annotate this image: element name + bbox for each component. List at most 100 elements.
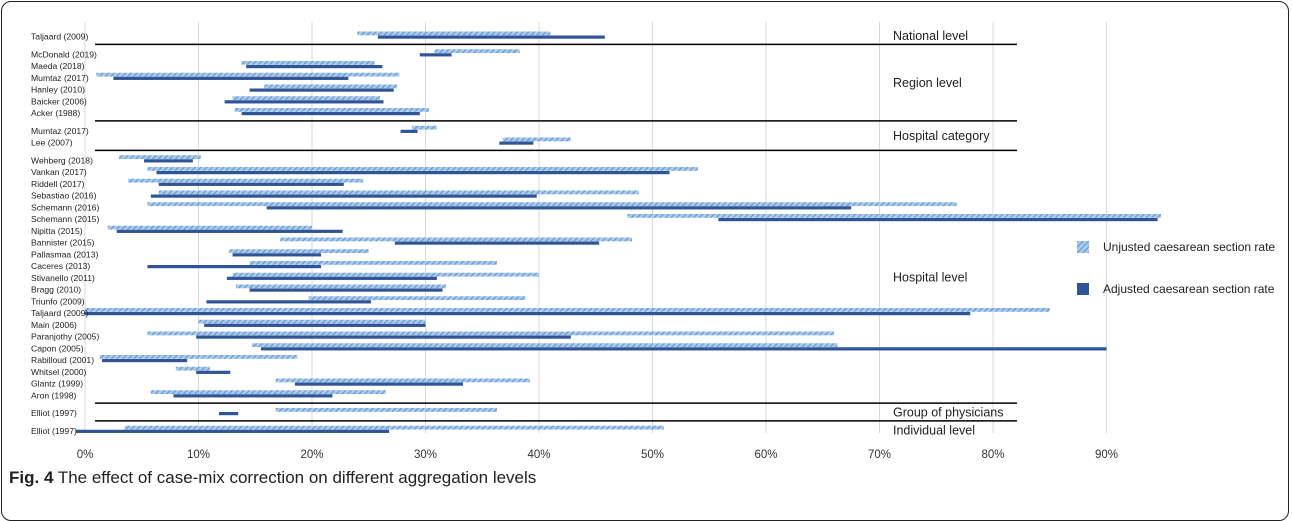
bar-unadjusted (250, 261, 497, 265)
study-label: Rabilloud (2001) (31, 355, 94, 365)
bar-unadjusted (357, 32, 550, 36)
study-label: Stivanello (2011) (31, 273, 95, 283)
bar-adjusted (261, 347, 1107, 350)
x-tick-label: 40% (527, 449, 550, 461)
x-tick-label: 10% (187, 449, 210, 461)
bar-unadjusted (276, 379, 530, 383)
group-label: Region level (893, 76, 962, 90)
study-label: Paranjothy (2005) (31, 332, 99, 342)
bar-adjusted (242, 112, 420, 115)
legend-swatch (1077, 283, 1089, 295)
bar-adjusted (250, 89, 394, 92)
x-tick-label: 60% (754, 449, 777, 461)
bar-unadjusted (236, 285, 446, 289)
study-label: Schemann (2015) (31, 214, 99, 224)
legend-label: Unjusted caesarean section rate (1103, 240, 1275, 254)
bar-unadjusted (435, 49, 520, 53)
study-label: Pallasmaa (2013) (31, 249, 98, 259)
study-label: McDonald (2019) (31, 49, 97, 59)
study-label: Taljaard (2009) (31, 32, 88, 42)
study-label: Acker (1988) (31, 108, 80, 118)
bar-adjusted (295, 383, 463, 386)
bar-adjusted (233, 253, 322, 256)
study-label: Schemann (2016) (31, 202, 99, 212)
bar-adjusted (395, 242, 599, 245)
bar-unadjusted (119, 155, 201, 159)
bar-adjusted (219, 412, 238, 415)
x-tick-label: 80% (981, 449, 1004, 461)
bar-adjusted (159, 183, 344, 186)
figure-caption: Fig. 4 The effect of case-mix correction… (9, 468, 536, 488)
legend-label: Adjusted caesarean section rate (1103, 282, 1275, 296)
bar-unadjusted (128, 179, 363, 183)
bar-adjusted (420, 53, 452, 56)
bar-adjusted (246, 65, 382, 68)
bar-unadjusted (233, 96, 381, 100)
x-tick-label: 50% (641, 449, 664, 461)
bar-unadjusted (280, 238, 632, 242)
bar-adjusted (378, 36, 605, 39)
bar-unadjusted (235, 108, 429, 112)
bar-unadjusted (264, 85, 397, 89)
bar-adjusted (113, 77, 348, 80)
bar-unadjusted (276, 408, 497, 412)
bar-adjusted (85, 312, 970, 315)
bar-adjusted (147, 265, 321, 268)
study-label: Caceres (2013) (31, 261, 90, 271)
bar-adjusted (499, 142, 533, 145)
bar-unadjusted (252, 343, 838, 347)
study-label: Elliot (1997) (31, 408, 77, 418)
study-label: Bannister (2015) (31, 238, 95, 248)
x-tick-label: 0% (77, 449, 94, 461)
study-label: Triunfo (2009) (31, 296, 85, 306)
bar-adjusted (204, 324, 425, 327)
bar-unadjusted (147, 202, 956, 206)
bar-unadjusted (125, 426, 664, 430)
bar-adjusted (401, 130, 418, 133)
caption-label: Fig. 4 (9, 468, 53, 487)
bar-adjusted (225, 100, 384, 103)
bar-unadjusted (628, 214, 1161, 218)
bar-adjusted (196, 336, 571, 339)
bar-unadjusted (503, 138, 571, 142)
bar-unadjusted (108, 226, 312, 230)
bar-unadjusted (412, 126, 437, 130)
study-label: Elliot (1997) (31, 426, 77, 436)
x-tick-label: 90% (1095, 449, 1118, 461)
x-tick-label: 20% (300, 449, 323, 461)
bar-unadjusted (96, 73, 399, 77)
study-label: Main (2006) (31, 320, 77, 330)
bar-adjusted (144, 159, 193, 162)
chart: Taljaard (2009) McDonald (2019) Maeda (201… (0, 0, 1290, 465)
group-label: Individual level (893, 423, 975, 437)
bar-unadjusted (100, 355, 297, 359)
study-label: Vankan (2017) (31, 167, 87, 177)
study-label: Hanley (2010) (31, 85, 85, 95)
bar-unadjusted (233, 273, 539, 277)
x-tick-label: 70% (868, 449, 891, 461)
bar-unadjusted (147, 332, 834, 336)
study-label: Lee (2007) (31, 138, 73, 148)
figure-frame: Taljaard (2009) McDonald (2019) Maeda (201… (0, 0, 1290, 499)
bar-adjusted (250, 289, 443, 292)
study-label: Taljaard (2009) (31, 308, 88, 318)
bar-adjusted (151, 195, 537, 198)
study-label: Glantz (1999) (31, 379, 83, 389)
group-label: Hospital category (893, 129, 990, 143)
group-labels: National level Region level Hospital categ… (893, 29, 1003, 437)
study-label: Mumtaz (2017) (31, 73, 89, 83)
bar-unadjusted (159, 191, 639, 195)
bar-adjusted (157, 171, 670, 174)
study-label: Sebastiao (2016) (31, 191, 97, 201)
x-axis-ticks: 0% 10% 20% 30% 40% 50% 60% 70% 80% 90% (77, 449, 1118, 461)
caption-text: The effect of case-mix correction on dif… (53, 468, 536, 487)
bar-adjusted (267, 206, 852, 209)
study-label: Nipitta (2015) (31, 226, 83, 236)
study-label: Mumtaz (2017) (31, 126, 89, 136)
bar-unadjusted (147, 167, 697, 171)
bar-unadjusted (229, 249, 369, 253)
study-label: Aron (1998) (31, 390, 77, 400)
bar-adjusted (206, 300, 371, 303)
bar-adjusted (102, 359, 187, 362)
bar-adjusted (196, 371, 230, 374)
